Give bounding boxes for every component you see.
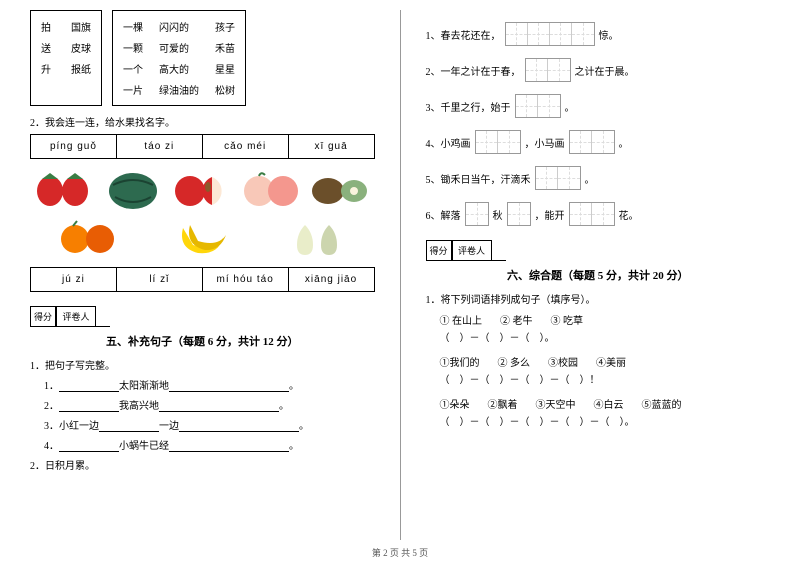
fill-row: 4、小鸡画，小马画。 <box>426 130 771 154</box>
match-word: 孩子 <box>215 19 235 34</box>
match-word: 一颗 <box>123 40 143 55</box>
match-word: 一棵 <box>123 19 143 34</box>
section5-title: 五、补充句子（每题 6 分，共计 12 分） <box>30 333 375 349</box>
pinyin-cell: píng guǒ <box>31 135 117 158</box>
pinyin-cell: xī guā <box>289 135 374 158</box>
option: ④白云 <box>594 396 624 411</box>
page-footer: 第 2 页 共 5 页 <box>0 540 800 565</box>
option-row: ① 在山上 ② 老牛 ③ 吃草 <box>440 312 771 327</box>
match-word: 星星 <box>215 61 235 76</box>
char-boxes[interactable] <box>465 202 489 226</box>
paren-row[interactable]: （ ）－（ ）－（ ）－（ ）－（ ）。 <box>440 413 771 428</box>
match-word: 一片 <box>123 82 143 97</box>
peach-icon <box>237 165 305 213</box>
strawberry-icon <box>30 165 98 213</box>
option: ② 多么 <box>498 354 531 369</box>
match-word: 皮球 <box>71 40 91 55</box>
pinyin-cell: xiāng jiāo <box>289 268 374 291</box>
paren-row[interactable]: （ ）－（ ）－（ ）－（ ）！ <box>440 371 771 386</box>
char-boxes[interactable] <box>507 202 531 226</box>
pear-icon <box>283 213 351 261</box>
option: ③天空中 <box>536 396 576 411</box>
paren-row[interactable]: （ ）－（ ）－（ ）。 <box>440 329 771 344</box>
option: ② 老牛 <box>500 312 533 327</box>
char-boxes[interactable] <box>525 58 571 82</box>
char-boxes[interactable] <box>475 130 521 154</box>
score-row: 得分 评卷人 <box>30 306 110 327</box>
matching-boxes: 拍送升 国旗皮球报纸 一棵一颗一个一片 闪闪的可爱的高大的绿油油的 孩子禾苗星星松树 <box>30 10 375 106</box>
option: ④美丽 <box>596 354 626 369</box>
watermelon-icon <box>99 165 167 213</box>
option: ②飘着 <box>488 396 518 411</box>
char-boxes[interactable] <box>515 94 561 118</box>
fill-row: 5、锄禾日当午，汗滴禾。 <box>426 166 771 190</box>
fill-row: 2、一年之计在于春，之计在于晨。 <box>426 58 771 82</box>
match-word: 一个 <box>123 61 143 76</box>
fill-row: 6、解落秋，能开花。 <box>426 202 771 226</box>
fruit-grid <box>30 159 375 267</box>
match-word: 禾苗 <box>215 40 235 55</box>
match-word: 国旗 <box>71 19 91 34</box>
fill-row: 1、春去花还在，惊。 <box>426 22 771 46</box>
pinyin-cell: cǎo méi <box>203 135 289 158</box>
option-row: ①朵朵 ②飘着 ③天空中 ④白云 ⑤蓝蓝的 <box>440 396 771 411</box>
grader-cell: 评卷人 <box>56 306 96 326</box>
fill-line: 4．小蜗牛已经。 <box>44 437 375 452</box>
char-boxes[interactable] <box>505 22 595 46</box>
match-word: 闪闪的 <box>159 19 199 34</box>
banana-icon <box>168 213 236 261</box>
q2-bottom: 2．日积月累。 <box>30 457 375 472</box>
fill-line: 2．我高兴地。 <box>44 397 375 412</box>
score-cell: 得分 <box>426 240 452 260</box>
grader-cell: 评卷人 <box>452 240 492 260</box>
kiwi-icon <box>306 165 374 213</box>
option-row: ①我们的 ② 多么 ③校园 ④美丽 <box>440 354 771 369</box>
option: ①我们的 <box>440 354 480 369</box>
pinyin-cell: táo zi <box>117 135 203 158</box>
left-column: 拍送升国旗皮球报纸 一棵一颗一个一片闪闪的可爱的高大的绿油油的孩子禾苗星星松树 … <box>30 10 375 540</box>
match-box-2: 一棵一颗一个一片 闪闪的可爱的高大的绿油油的 孩子禾苗星星松树 <box>112 10 246 106</box>
match-box-1: 拍送升 国旗皮球报纸 <box>30 10 102 106</box>
match-word: 拍 <box>41 19 51 34</box>
score-cell: 得分 <box>30 306 56 326</box>
char-boxes[interactable] <box>535 166 581 190</box>
match-word: 高大的 <box>159 61 199 76</box>
column-divider <box>400 10 401 540</box>
char-boxes[interactable] <box>569 202 615 226</box>
match-word: 可爱的 <box>159 40 199 55</box>
pinyin-top-row: píng guǒtáo zicǎo méixī guā <box>30 134 375 159</box>
orange-icon <box>53 213 121 261</box>
match-word: 松树 <box>215 82 235 97</box>
match-word: 送 <box>41 40 51 55</box>
score-row-right: 得分 评卷人 <box>426 240 506 261</box>
q1-right-label: 1．将下列词语排列成句子（填序号）。 <box>426 291 771 306</box>
char-boxes[interactable] <box>569 130 615 154</box>
pinyin-cell: mí hóu táo <box>203 268 289 291</box>
fill-line: 3．小红一边一边。 <box>44 417 375 432</box>
match-word: 报纸 <box>71 61 91 76</box>
apple-icon <box>168 165 236 213</box>
q2-label: 2．我会连一连，给水果找名字。 <box>30 114 375 129</box>
option: ③校园 <box>548 354 578 369</box>
q1-label: 1．把句子写完整。 <box>30 357 375 372</box>
fill-row: 3、千里之行，始于。 <box>426 94 771 118</box>
section6-title: 六、综合题（每题 5 分，共计 20 分） <box>426 267 771 283</box>
match-word: 绿油油的 <box>159 82 199 97</box>
pinyin-cell: lí zǐ <box>117 268 203 291</box>
pinyin-cell: jú zi <box>31 268 117 291</box>
pinyin-bottom-row: jú zilí zǐmí hóu táoxiāng jiāo <box>30 267 375 292</box>
option: ①朵朵 <box>440 396 470 411</box>
option: ③ 吃草 <box>551 312 584 327</box>
option: ① 在山上 <box>440 312 483 327</box>
option: ⑤蓝蓝的 <box>642 396 682 411</box>
match-word: 升 <box>41 61 51 76</box>
right-column: 1、春去花还在，惊。 2、一年之计在于春，之计在于晨。 3、千里之行，始于。 4、小鸡… <box>426 10 771 540</box>
fill-line: 1．太阳渐渐地。 <box>44 377 375 392</box>
